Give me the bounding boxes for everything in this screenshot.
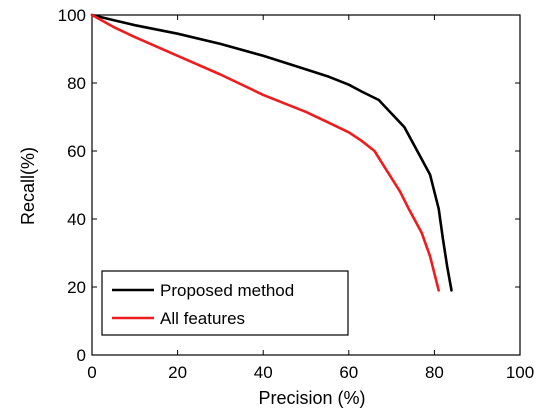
legend: Proposed method All features [101,270,349,336]
y-tick-label: 60 [67,142,86,161]
series-line-2 [90,13,440,292]
y-axis-label: Recall(%) [18,147,38,225]
x-tick-label: 100 [506,363,534,382]
series-line-1 [90,13,453,292]
plot-frame [91,14,521,356]
x-tick-label: 80 [425,363,444,382]
x-tick-label: 20 [168,363,187,382]
y-tick-label: 80 [67,74,86,93]
y-tick-label: 0 [77,346,86,365]
x-tick-label: 60 [339,363,358,382]
y-tick-label: 20 [67,278,86,297]
legend-label: All features [160,309,245,328]
y-tick-label: 100 [58,6,86,25]
series-lines [90,13,453,292]
x-tick-label: 0 [87,363,96,382]
x-axis-label: Precision (%) [258,388,365,408]
x-tick-label: 40 [254,363,273,382]
axes: 0 20 40 60 80 100 0 20 40 60 80 100 [58,6,535,382]
legend-label: Proposed method [160,281,294,300]
y-tick-label: 40 [67,210,86,229]
legend-box [101,270,349,336]
